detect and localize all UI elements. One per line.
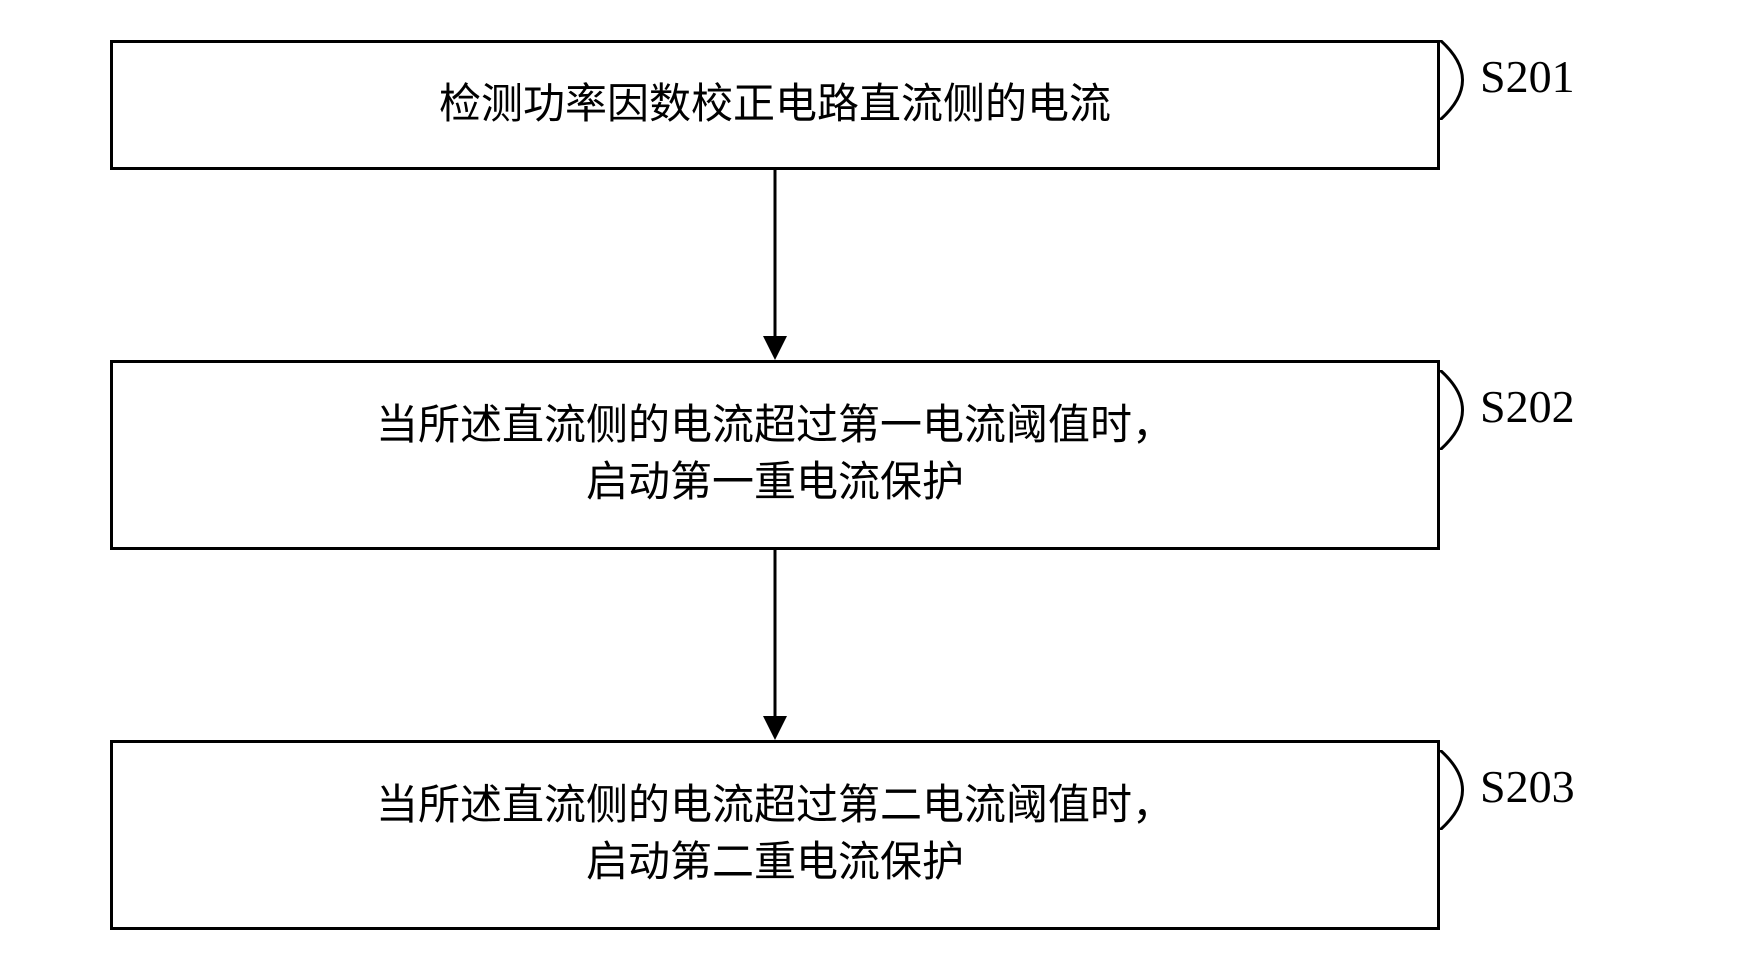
arrow-s202-s203 [755, 550, 795, 740]
step-box-s203: 当所述直流侧的电流超过第二电流阈值时， 启动第二重电流保护 [110, 740, 1440, 930]
flowchart-canvas: 检测功率因数校正电路直流侧的电流 S201 当所述直流侧的电流超过第一电流阈值时… [0, 0, 1762, 968]
step-label-s203: S203 [1480, 760, 1575, 813]
step-text-s203: 当所述直流侧的电流超过第二电流阈值时， 启动第二重电流保护 [376, 778, 1174, 891]
step-text-s201: 检测功率因数校正电路直流侧的电流 [439, 77, 1111, 134]
step-box-s201: 检测功率因数校正电路直流侧的电流 [110, 40, 1440, 170]
arrow-s201-s202 [755, 170, 795, 360]
step-label-s202: S202 [1480, 380, 1575, 433]
step-label-s201: S201 [1480, 50, 1575, 103]
step-text-s202: 当所述直流侧的电流超过第一电流阈值时， 启动第一重电流保护 [376, 398, 1174, 511]
step-box-s202: 当所述直流侧的电流超过第一电流阈值时， 启动第一重电流保护 [110, 360, 1440, 550]
